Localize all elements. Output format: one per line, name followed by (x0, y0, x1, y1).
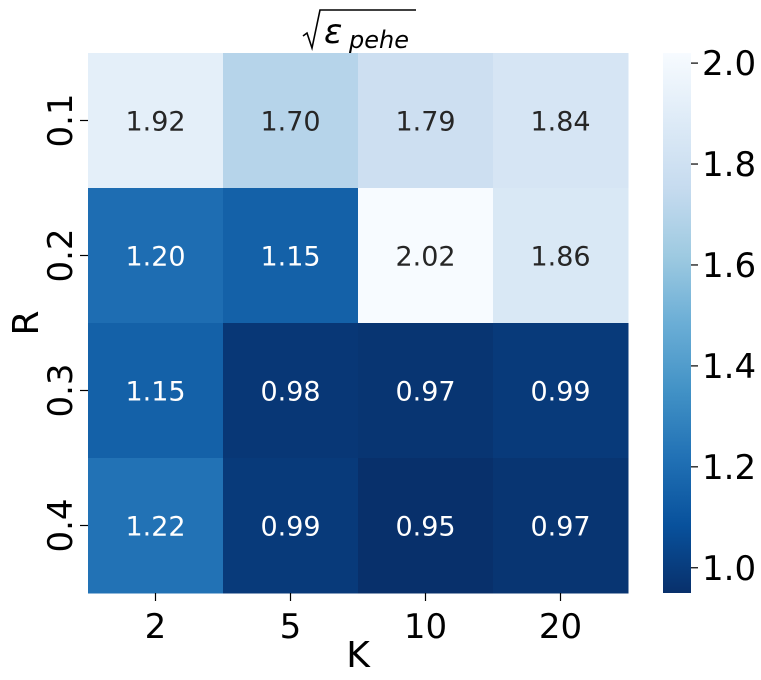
y-axis-ticks: 0.1 0.2 0.3 0.4 (41, 93, 88, 553)
cell-value-label: 0.95 (395, 512, 455, 543)
cell-value-label: 0.99 (260, 512, 320, 543)
y-tick-label: 0.4 (41, 498, 81, 552)
heatmap-cell-r1-c0 (88, 188, 224, 324)
cell-value-label: 1.92 (125, 107, 185, 138)
x-tick-label: 20 (539, 607, 582, 647)
heatmap-cell-r0-c2 (358, 53, 494, 189)
cell-value-label: 2.02 (395, 242, 455, 273)
x-axis-label: K (346, 635, 371, 676)
heatmap-cell-r3-c2 (358, 458, 494, 594)
title-symbol: ε (324, 12, 342, 52)
cell-value-label: 0.99 (530, 377, 590, 408)
colorbar-tick-label: 1.4 (702, 347, 756, 387)
title-subscript: pehe (348, 26, 409, 54)
x-tick-label: 10 (404, 607, 447, 647)
heatmap-cell-r2-c0 (88, 323, 224, 459)
colorbar-tick-label: 1.6 (702, 246, 756, 286)
heatmap-cell-r2-c1 (223, 323, 359, 459)
sqrt-symbol (302, 9, 416, 52)
heatmap-cell-r2-c2 (358, 323, 494, 459)
colorbar-tick-label: 2.0 (702, 44, 756, 84)
colorbar-tick-label: 1.8 (702, 145, 756, 185)
cell-value-label: 1.84 (530, 107, 590, 138)
cell-value-label: 0.97 (395, 377, 455, 408)
cell-value-label: 1.15 (260, 242, 320, 273)
cell-value-label: 0.98 (260, 377, 320, 408)
chart-title: ε pehe (302, 9, 416, 54)
cell-value-label: 1.22 (125, 512, 185, 543)
colorbar-gradient (663, 53, 691, 593)
heatmap-cell-r1-c1 (223, 188, 359, 324)
heatmap-cell-r1-c2 (358, 188, 494, 324)
heatmap-cell-r0-c1 (223, 53, 359, 189)
cell-value-label: 1.70 (260, 107, 320, 138)
cell-value-label: 1.15 (125, 377, 185, 408)
cell-value-label: 1.79 (395, 107, 455, 138)
heatmap-cell-r3-c0 (88, 458, 224, 594)
colorbar-tick-label: 1.0 (702, 549, 756, 589)
cell-value-label: 1.86 (530, 242, 590, 273)
y-tick-label: 0.3 (41, 363, 81, 417)
heatmap-cell-r1-c3 (493, 188, 629, 324)
cell-value-label: 1.20 (125, 242, 185, 273)
y-axis-label: R (6, 310, 47, 335)
x-tick-label: 5 (280, 607, 302, 647)
heatmap-cell-r0-c3 (493, 53, 629, 189)
colorbar-tick-label: 1.2 (702, 448, 756, 488)
x-axis-ticks: 2 5 10 20 (145, 593, 582, 647)
heatmap-cell-r3-c3 (493, 458, 629, 594)
colorbar: 1.0 1.2 1.4 1.6 1.8 2.0 (663, 44, 756, 593)
heatmap-cell-r2-c3 (493, 323, 629, 459)
heatmap-cell-r3-c1 (223, 458, 359, 594)
heatmap-cells: 1.92 1.70 1.79 1.84 1.20 1.15 2.02 1.86 1.15 0.98… (88, 53, 629, 594)
y-tick-label: 0.1 (41, 93, 81, 147)
x-tick-label: 2 (145, 607, 167, 647)
y-tick-label: 0.2 (41, 228, 81, 282)
cell-value-label: 0.97 (530, 512, 590, 543)
heatmap-cell-r0-c0 (88, 53, 224, 189)
